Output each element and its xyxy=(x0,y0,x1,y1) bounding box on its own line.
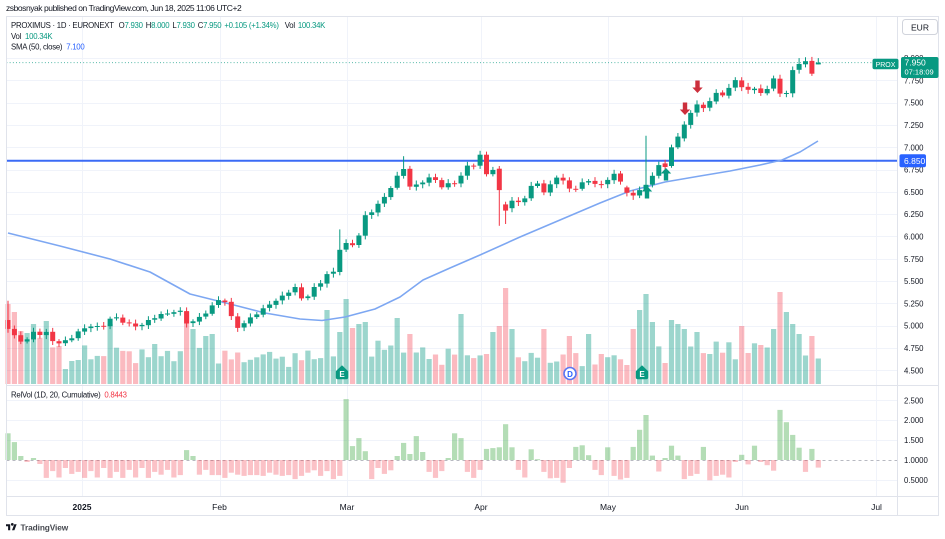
svg-text:2.500: 2.500 xyxy=(904,396,924,405)
svg-text:TradingView: TradingView xyxy=(21,523,69,533)
svg-text:6.850: 6.850 xyxy=(904,156,926,166)
svg-text:1.0000: 1.0000 xyxy=(904,456,929,465)
svg-text:SMA (50, close) 7.100: SMA (50, close) 7.100 xyxy=(11,43,85,52)
svg-text:4.750: 4.750 xyxy=(904,344,924,353)
svg-text:E: E xyxy=(639,370,645,379)
svg-text:6.750: 6.750 xyxy=(904,166,924,175)
svg-text:1.500: 1.500 xyxy=(904,436,924,445)
svg-text:D: D xyxy=(567,370,573,379)
svg-text:Apr: Apr xyxy=(474,502,487,512)
svg-text:Jun: Jun xyxy=(735,502,749,512)
svg-text:7.500: 7.500 xyxy=(904,99,924,108)
svg-text:5.250: 5.250 xyxy=(904,299,924,308)
svg-text:0.5000: 0.5000 xyxy=(904,476,929,485)
svg-text:4.500: 4.500 xyxy=(904,366,924,375)
svg-text:07:18:09: 07:18:09 xyxy=(905,68,934,77)
svg-text:E: E xyxy=(339,370,345,379)
svg-text:Feb: Feb xyxy=(212,502,227,512)
svg-text:Jul: Jul xyxy=(871,502,882,512)
svg-text:7.750: 7.750 xyxy=(904,76,924,85)
svg-text:zsbosnyak published on Trading: zsbosnyak published on TradingView.com, … xyxy=(6,3,242,13)
svg-text:7.000: 7.000 xyxy=(904,143,924,152)
svg-text:7.950: 7.950 xyxy=(905,58,927,68)
svg-text:2.000: 2.000 xyxy=(904,416,924,425)
svg-text:7.250: 7.250 xyxy=(904,121,924,130)
svg-text:5.750: 5.750 xyxy=(904,255,924,264)
svg-text:May: May xyxy=(600,502,617,512)
svg-text:5.000: 5.000 xyxy=(904,322,924,331)
svg-text:2025: 2025 xyxy=(73,502,92,512)
svg-text:6.000: 6.000 xyxy=(904,233,924,242)
svg-text:6.250: 6.250 xyxy=(904,210,924,219)
svg-text:PROX: PROX xyxy=(876,62,896,69)
svg-text:5.500: 5.500 xyxy=(904,277,924,286)
svg-text:6.500: 6.500 xyxy=(904,188,924,197)
svg-text:RelVol (1D, 20, Cumulative) 0.: RelVol (1D, 20, Cumulative) 0.8443 xyxy=(11,391,127,400)
svg-text:Mar: Mar xyxy=(340,502,355,512)
svg-text:EUR: EUR xyxy=(911,23,929,33)
svg-text:Vol 100.34K: Vol 100.34K xyxy=(11,32,53,41)
